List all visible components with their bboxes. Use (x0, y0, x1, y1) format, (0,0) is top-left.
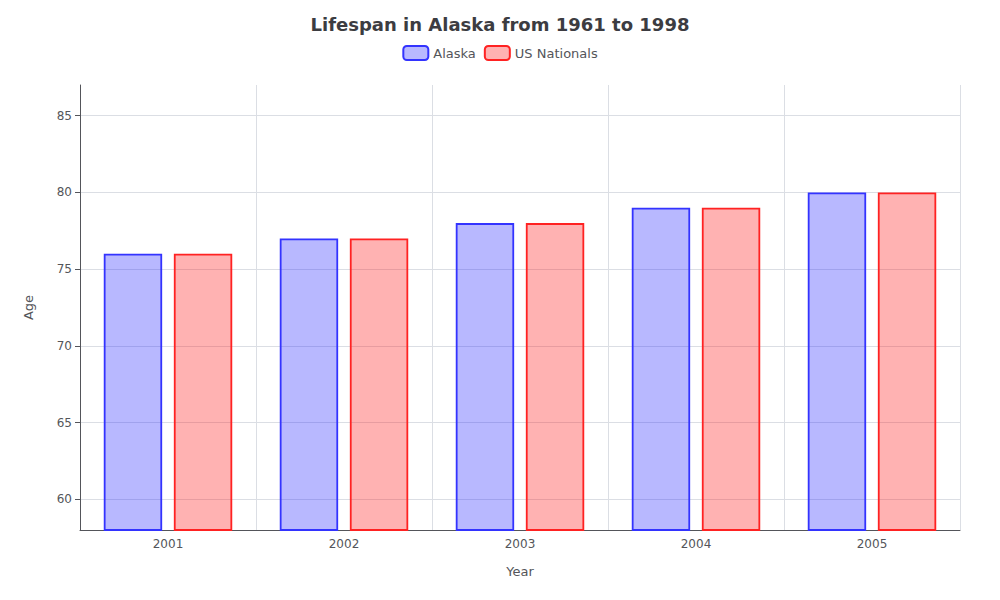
svg-text:75: 75 (57, 262, 72, 276)
svg-text:2003: 2003 (505, 537, 536, 551)
svg-text:80: 80 (57, 185, 72, 199)
svg-text:85: 85 (57, 109, 72, 123)
svg-text:2002: 2002 (329, 537, 360, 551)
svg-text:Alaska: Alaska (433, 46, 476, 61)
svg-text:2005: 2005 (857, 537, 888, 551)
svg-text:2001: 2001 (153, 537, 184, 551)
svg-text:Year: Year (505, 564, 534, 579)
svg-text:Age: Age (21, 295, 36, 320)
svg-text:65: 65 (57, 416, 72, 430)
svg-text:60: 60 (57, 492, 72, 506)
svg-text:2004: 2004 (681, 537, 712, 551)
svg-text:Lifespan in Alaska from 1961 t: Lifespan in Alaska from 1961 to 1998 (311, 14, 690, 35)
svg-text:70: 70 (57, 339, 72, 353)
svg-text:US Nationals: US Nationals (515, 46, 598, 61)
